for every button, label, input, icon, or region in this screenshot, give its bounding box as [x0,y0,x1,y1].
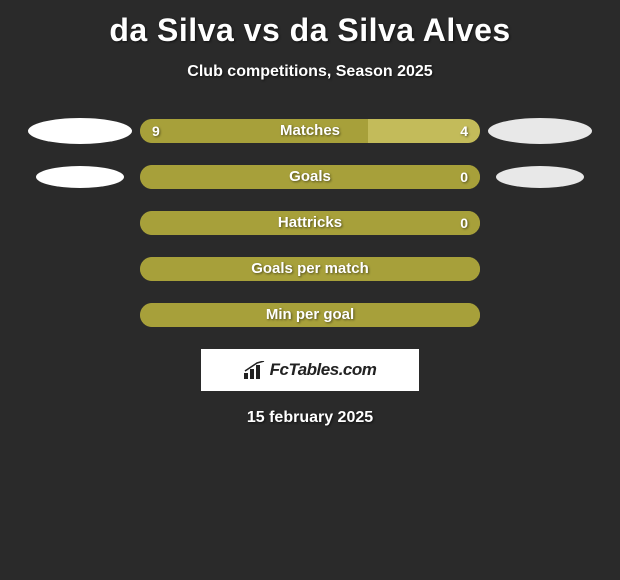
player-left-ellipse [28,118,132,144]
player-right-ellipse [488,118,592,144]
stat-row: 9 Matches 4 [0,119,620,143]
stat-bar-matches: 9 Matches 4 [140,119,480,143]
left-side [20,166,140,188]
stat-right-value: 0 [460,211,468,235]
stat-bar-goals-per-match: Goals per match [140,257,480,281]
player-right-ellipse [496,166,584,188]
stat-label: Goals [140,165,480,189]
page-subtitle: Club competitions, Season 2025 [0,63,620,81]
page-title: da Silva vs da Silva Alves [0,0,620,49]
footer-date: 15 february 2025 [0,409,620,427]
stat-left-value: 9 [152,119,160,143]
right-side [480,118,600,144]
right-side [480,166,600,188]
stat-row: Hattricks 0 [0,211,620,235]
stat-row: Goals 0 [0,165,620,189]
stat-label: Matches [140,119,480,143]
branding-box: FcTables.com [201,349,419,391]
left-side [20,118,140,144]
stats-container: 9 Matches 4 Goals 0 Hattricks 0 [0,119,620,327]
chart-icon [244,361,266,379]
stat-bar-min-per-goal: Min per goal [140,303,480,327]
stat-row: Goals per match [0,257,620,281]
branding-text: FcTables.com [270,360,377,380]
stat-label: Goals per match [140,257,480,281]
stat-right-value: 0 [460,165,468,189]
stat-row: Min per goal [0,303,620,327]
stat-bar-hattricks: Hattricks 0 [140,211,480,235]
stat-label: Min per goal [140,303,480,327]
stat-right-value: 4 [460,119,468,143]
stat-bar-goals: Goals 0 [140,165,480,189]
player-left-ellipse [36,166,124,188]
stat-label: Hattricks [140,211,480,235]
